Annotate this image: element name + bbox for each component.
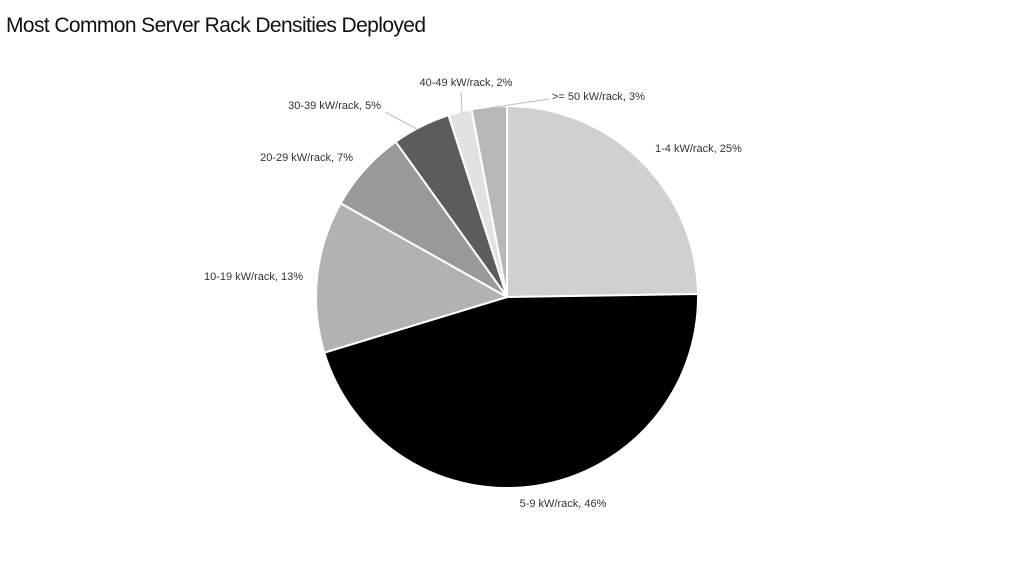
- slice-label-3: 10-19 kW/rack, 13%: [204, 271, 303, 283]
- pie-slice-7: [470, 105, 508, 298]
- pie-slice-3: [315, 202, 508, 354]
- slice-label-2: 5-9 kW/rack, 46%: [520, 498, 607, 510]
- chart-title: Most Common Server Rack Densities Deploy…: [6, 14, 426, 37]
- slice-label-6: 40-49 kW/rack, 2%: [420, 77, 513, 89]
- pie-slices: [315, 105, 699, 489]
- slice-label-7: >= 50 kW/rack, 3%: [552, 91, 645, 103]
- pie-slice-2: [323, 293, 699, 489]
- leader-lines: [384, 91, 550, 130]
- pie-slice-1: [506, 105, 699, 298]
- slice-label-4: 20-29 kW/rack, 7%: [260, 152, 353, 164]
- slice-label-1: 1-4 kW/rack, 25%: [655, 143, 742, 155]
- leader-line-5: [384, 111, 418, 130]
- leader-line-7: [488, 98, 550, 109]
- leader-line-6: [460, 91, 463, 115]
- slice-labels: 1-4 kW/rack, 25% 5-9 kW/rack, 46% 10-19 kW…: [204, 77, 742, 510]
- slice-label-5: 30-39 kW/rack, 5%: [288, 100, 381, 112]
